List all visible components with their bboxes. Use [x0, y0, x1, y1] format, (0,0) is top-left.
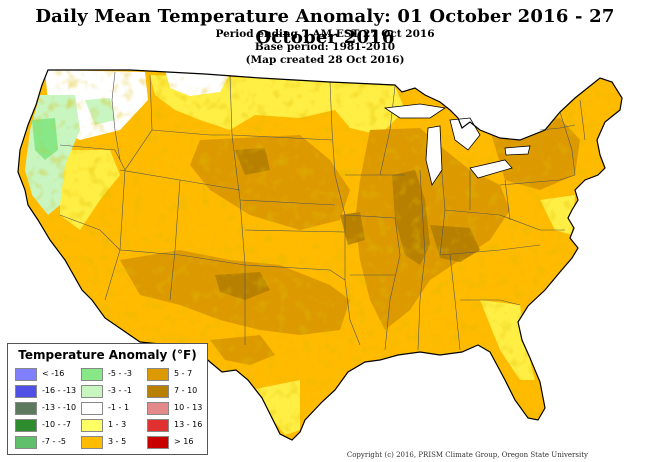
legend-label: -16 - -13 [42, 386, 77, 395]
legend-swatch [81, 368, 103, 381]
legend-swatch [147, 436, 169, 449]
legend-title: Temperature Anomaly (°F) [18, 348, 197, 362]
legend-label: 7 - 10 [174, 386, 198, 395]
legend-label: 1 - 3 [108, 420, 127, 429]
legend-label: -10 - -7 [42, 420, 72, 429]
copyright-notice: Copyright (c) 2016, PRISM Climate Group,… [346, 451, 588, 459]
legend-label: -5 - -3 [108, 369, 132, 378]
legend-swatch [15, 419, 37, 432]
legend-label: -13 - -10 [42, 403, 77, 412]
great-lakes [383, 103, 531, 186]
legend-swatch [15, 436, 37, 449]
legend-label: < -16 [42, 369, 65, 378]
legend-swatch [15, 402, 37, 415]
legend-swatch [81, 402, 103, 415]
legend-swatch [15, 385, 37, 398]
legend-swatch [81, 436, 103, 449]
legend-label: 5 - 7 [174, 369, 193, 378]
legend-label: 10 - 13 [174, 403, 203, 412]
legend-swatch [81, 385, 103, 398]
legend-label: > 16 [174, 437, 194, 446]
legend-label: 13 - 16 [174, 420, 203, 429]
legend-swatch [81, 419, 103, 432]
legend-label: -1 - 1 [108, 403, 130, 412]
legend-label: 3 - 5 [108, 437, 127, 446]
state-boundaries [59, 71, 586, 351]
legend-label: -3 - -1 [108, 386, 132, 395]
subtitle-created: (Map created 28 Oct 2016) [245, 54, 405, 66]
legend-swatch [147, 385, 169, 398]
legend-swatch [147, 402, 169, 415]
legend-swatch [15, 368, 37, 381]
map-title: Daily Mean Temperature Anomaly: 01 Octob… [35, 6, 615, 48]
legend-swatch [147, 419, 169, 432]
subtitle-period: Period ending 7 AM EST 27 Oct 2016 [215, 28, 435, 40]
legend: Temperature Anomaly (°F) < -16 -16 - -13… [7, 343, 208, 455]
legend-label: -7 - -5 [42, 437, 66, 446]
subtitle-base-period: Base period: 1981-2010 [254, 41, 396, 53]
legend-swatch [147, 368, 169, 381]
